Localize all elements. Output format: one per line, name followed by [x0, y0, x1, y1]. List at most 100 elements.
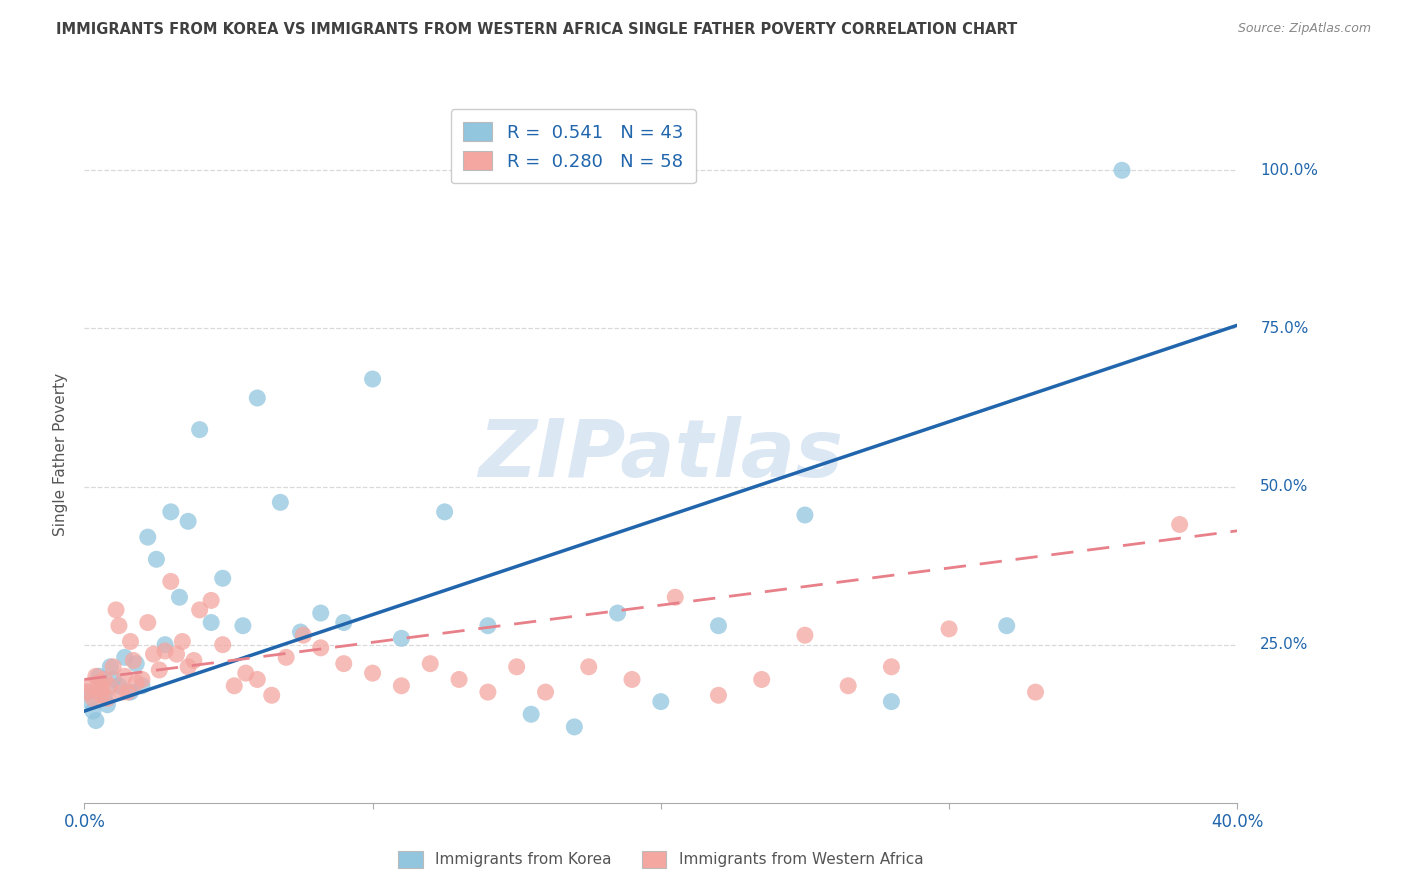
- Point: [120, 634, 142, 648]
- Point: [96, 691, 118, 706]
- Point: [391, 632, 413, 646]
- Point: [169, 591, 191, 605]
- Point: [76, 685, 98, 699]
- Point: [200, 615, 222, 630]
- Text: ZIPatlas: ZIPatlas: [478, 416, 844, 494]
- Point: [98, 660, 121, 674]
- Text: 50.0%: 50.0%: [1260, 479, 1309, 494]
- Point: [235, 666, 257, 681]
- Point: [880, 695, 903, 709]
- Point: [142, 647, 165, 661]
- Point: [87, 669, 110, 683]
- Point: [246, 673, 269, 687]
- Point: [76, 685, 98, 699]
- Point: [274, 650, 298, 665]
- Point: [880, 660, 903, 674]
- Point: [183, 653, 205, 667]
- Point: [793, 628, 815, 642]
- Y-axis label: Single Father Poverty: Single Father Poverty: [53, 374, 69, 536]
- Point: [188, 603, 211, 617]
- Point: [1024, 685, 1046, 699]
- Point: [105, 603, 128, 617]
- Point: [111, 685, 134, 699]
- Text: IMMIGRANTS FROM KOREA VS IMMIGRANTS FROM WESTERN AFRICA SINGLE FATHER POVERTY CO: IMMIGRANTS FROM KOREA VS IMMIGRANTS FROM…: [56, 22, 1018, 37]
- Point: [793, 508, 815, 522]
- Point: [332, 657, 354, 671]
- Point: [361, 372, 384, 386]
- Point: [79, 679, 101, 693]
- Point: [621, 673, 644, 687]
- Point: [96, 698, 118, 712]
- Point: [309, 606, 332, 620]
- Text: Source: ZipAtlas.com: Source: ZipAtlas.com: [1237, 22, 1371, 36]
- Point: [707, 618, 730, 632]
- Text: 25.0%: 25.0%: [1260, 637, 1309, 652]
- Point: [108, 618, 131, 632]
- Point: [153, 644, 176, 658]
- Point: [506, 660, 529, 674]
- Point: [224, 679, 246, 693]
- Point: [166, 647, 188, 661]
- Point: [309, 640, 332, 655]
- Point: [90, 688, 112, 702]
- Point: [361, 666, 384, 681]
- Point: [200, 593, 222, 607]
- Point: [117, 685, 139, 699]
- Point: [290, 625, 312, 640]
- Point: [578, 660, 600, 674]
- Point: [211, 571, 233, 585]
- Point: [707, 688, 730, 702]
- Point: [391, 679, 413, 693]
- Point: [131, 673, 153, 687]
- Point: [650, 695, 672, 709]
- Point: [114, 669, 136, 683]
- Point: [98, 679, 121, 693]
- Point: [938, 622, 960, 636]
- Point: [153, 638, 176, 652]
- Point: [433, 505, 456, 519]
- Point: [751, 673, 773, 687]
- Point: [120, 685, 142, 699]
- Point: [837, 679, 859, 693]
- Point: [90, 681, 112, 696]
- Point: [125, 657, 148, 671]
- Text: 75.0%: 75.0%: [1260, 321, 1309, 336]
- Point: [260, 688, 283, 702]
- Point: [534, 685, 557, 699]
- Point: [160, 505, 183, 519]
- Point: [82, 704, 104, 718]
- Point: [606, 606, 628, 620]
- Point: [292, 628, 315, 642]
- Point: [136, 615, 159, 630]
- Point: [93, 673, 115, 687]
- Point: [332, 615, 354, 630]
- Point: [1111, 163, 1133, 178]
- Point: [160, 574, 183, 589]
- Point: [562, 720, 586, 734]
- Point: [108, 679, 131, 693]
- Point: [125, 675, 148, 690]
- Point: [664, 591, 686, 605]
- Point: [114, 650, 136, 665]
- Point: [90, 675, 112, 690]
- Point: [145, 552, 167, 566]
- Point: [93, 688, 115, 702]
- Point: [82, 691, 104, 706]
- Point: [269, 495, 291, 509]
- Point: [447, 673, 470, 687]
- Point: [172, 634, 194, 648]
- Point: [232, 618, 254, 632]
- Point: [246, 391, 269, 405]
- Point: [1168, 517, 1191, 532]
- Point: [136, 530, 159, 544]
- Point: [103, 673, 124, 687]
- Point: [84, 669, 107, 683]
- Point: [148, 663, 170, 677]
- Legend: Immigrants from Korea, Immigrants from Western Africa: Immigrants from Korea, Immigrants from W…: [391, 843, 931, 875]
- Point: [87, 675, 110, 690]
- Point: [103, 660, 124, 674]
- Point: [188, 423, 211, 437]
- Point: [477, 618, 499, 632]
- Point: [211, 638, 233, 652]
- Point: [177, 660, 200, 674]
